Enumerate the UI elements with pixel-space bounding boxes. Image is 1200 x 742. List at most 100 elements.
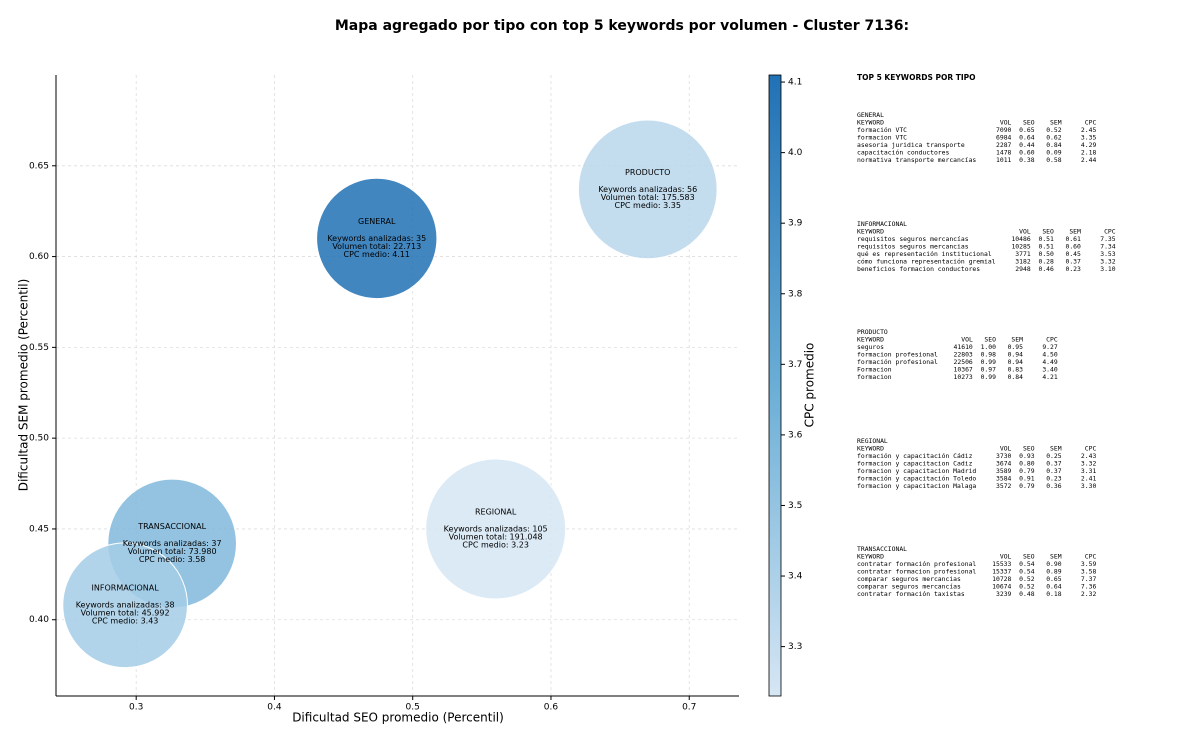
panel-header: SEM [1050, 445, 1062, 453]
panel-cell: 22506 [954, 358, 973, 366]
panel-cell: 6984 [996, 134, 1012, 142]
panel-cell: 15533 [992, 560, 1011, 568]
panel-cell: 0.64 [1046, 583, 1062, 591]
x-tick-label: 0.6 [544, 703, 559, 713]
panel-cell: 4.50 [1042, 351, 1058, 359]
bubble-name: REGIONAL [475, 507, 517, 516]
panel-group-title: PRODUCTO [857, 328, 888, 336]
panel-cell: 0.65 [1019, 126, 1035, 134]
colorbar [768, 74, 782, 697]
panel-cell: 3.35 [1081, 134, 1097, 142]
panel-cell: comparar seguros mercancias [857, 575, 961, 583]
panel-header: KEYWORD [857, 119, 884, 127]
panel-cell: 0.51 [1038, 235, 1054, 243]
panel-header: VOL [1000, 553, 1012, 561]
panel-header: CPC [1104, 228, 1116, 236]
panel-cell: 2.41 [1081, 475, 1097, 483]
bubble-name: INFORMACIONAL [92, 584, 160, 593]
panel-cell: 7.36 [1081, 583, 1097, 591]
panel-cell: 3.30 [1081, 482, 1097, 490]
panel-cell: 0.52 [1019, 575, 1035, 583]
panel-cell: 9.27 [1042, 343, 1058, 351]
panel-cell: 7.35 [1100, 235, 1116, 243]
panel-cell: 0.28 [1038, 258, 1054, 266]
panel-cell: comparar seguros mercancías [857, 583, 961, 591]
panel-cell: 0.36 [1046, 482, 1062, 490]
panel-cell: 0.37 [1046, 460, 1062, 468]
panel-cell: 0.23 [1065, 265, 1081, 273]
panel-cell: 10486 [1011, 235, 1030, 243]
panel-cell: 3589 [996, 467, 1012, 475]
panel-header: SEO [1042, 228, 1054, 236]
panel-cell: formación y capacitación Toledo [857, 475, 976, 483]
bubble-name: GENERAL [358, 217, 396, 226]
panel-cell: 3.10 [1100, 265, 1116, 273]
panel-cell: formacion y capacitacion Malaga [857, 482, 976, 490]
panel-cell: 10674 [992, 583, 1011, 591]
bubble-annotation: Keywords analizadas: 35 [327, 234, 426, 243]
panel-cell: 7.34 [1100, 243, 1116, 251]
panel-group-title: INFORMACIONAL [857, 220, 907, 228]
panel-cell: requisitos seguros mercancias [857, 243, 969, 251]
panel-cell: formación y capacitación Cádiz [857, 452, 973, 460]
y-tick-label: 0.40 [29, 615, 49, 625]
panel-cell: 0.60 [1019, 149, 1035, 157]
panel-cell: 0.38 [1019, 156, 1035, 164]
panel-cell: 3572 [996, 482, 1012, 490]
panel-header: SEO [1023, 553, 1035, 561]
panel-cell: 0.83 [1008, 366, 1024, 374]
y-axis-label: Dificultad SEM promedio (Percentil) [17, 279, 31, 492]
panel-cell: 0.54 [1019, 560, 1035, 568]
panel-cell: 0.97 [981, 366, 997, 374]
panel-cell: 3.40 [1042, 366, 1058, 374]
panel-cell: formación profesional [857, 358, 938, 366]
panel-cell: 0.99 [981, 358, 997, 366]
panel-cell: cómo funciona representación gremial [857, 258, 996, 266]
panel-cell: 0.37 [1046, 467, 1062, 475]
panel-cell: 0.45 [1065, 250, 1081, 258]
panel-header: SEO [1023, 119, 1035, 127]
panel-cell: 2287 [996, 141, 1012, 149]
bubble-annotation: Keywords analizadas: 37 [123, 539, 222, 548]
panel-header: SEM [1050, 553, 1062, 561]
bubble-annotation: Keywords analizadas: 56 [598, 185, 697, 194]
bubble-name: PRODUCTO [625, 168, 670, 177]
panel-group-title: TRANSACCIONAL [857, 545, 907, 553]
panel-cell: 0.52 [1019, 583, 1035, 591]
panel-cell: 0.79 [1019, 467, 1035, 475]
panel-cell: contratar formación taxistas [857, 590, 965, 598]
panel-group-title: GENERAL [857, 111, 884, 119]
panel-cell: 10728 [992, 575, 1011, 583]
panel-cell: 0.90 [1046, 560, 1062, 568]
panel-cell: 0.98 [981, 351, 997, 359]
bubble-annotation: Volumen total: 45.992 [81, 609, 170, 618]
panel-cell: 0.93 [1019, 452, 1035, 460]
panel-header: SEM [1011, 336, 1023, 344]
panel-header: VOL [961, 336, 973, 344]
panel-header: VOL [1000, 119, 1012, 127]
bubble-annotation: Volumen total: 175.583 [601, 193, 695, 202]
panel-cell: 0.84 [1008, 373, 1024, 381]
panel-cell: 0.65 [1046, 575, 1062, 583]
panel-cell: 2.32 [1081, 590, 1097, 598]
panel-cell: 2.43 [1081, 452, 1097, 460]
panel-cell: 3.53 [1100, 250, 1116, 258]
chart-title: Mapa agregado por tipo con top 5 keyword… [335, 18, 909, 34]
panel-cell: 10285 [1011, 243, 1030, 251]
y-tick-label: 0.45 [29, 524, 49, 534]
panel-cell: 0.50 [1038, 250, 1054, 258]
panel-cell: 3730 [996, 452, 1012, 460]
bubble-annotation: CPC medio: 3.35 [614, 201, 681, 210]
panel-cell: formacion y capacitacion Madrid [857, 467, 976, 475]
y-tick-label: 0.60 [29, 252, 49, 262]
panel-header: SEM [1069, 228, 1081, 236]
bubble-annotation: Volumen total: 22.713 [332, 242, 421, 251]
panel-cell: 3.32 [1100, 258, 1116, 266]
panel-cell: beneficios formacion conductores [857, 265, 980, 273]
panel-cell: 0.58 [1046, 156, 1062, 164]
colorbar-tick-label: 4.0 [788, 148, 803, 158]
panel-cell: 0.25 [1046, 452, 1062, 460]
bubble-annotation: CPC medio: 4.11 [344, 250, 411, 259]
panel-cell: 0.23 [1046, 475, 1062, 483]
y-tick-label: 0.65 [29, 161, 49, 171]
